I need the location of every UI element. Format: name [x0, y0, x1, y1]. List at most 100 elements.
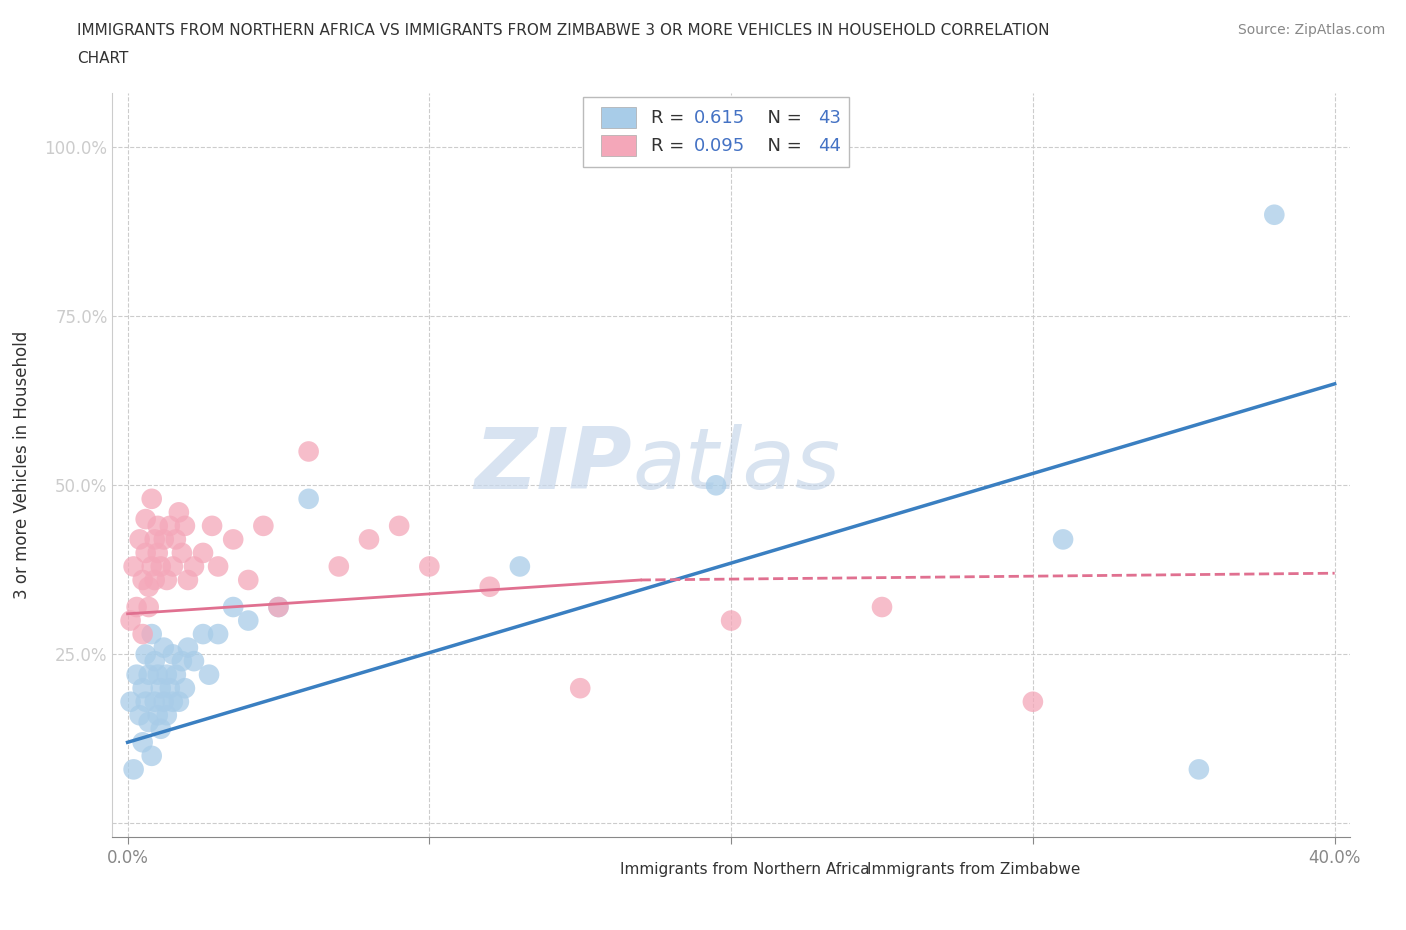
Point [177, 573, 200, 588]
Point [252, 518, 274, 533]
Point [207, 559, 229, 574]
Text: 43: 43 [818, 109, 841, 126]
Point [170, 546, 193, 561]
Point [135, 647, 157, 662]
Point [328, 559, 350, 574]
Point [146, 518, 169, 533]
Text: Source: ZipAtlas.com: Source: ZipAtlas.com [1237, 23, 1385, 37]
Point [720, 613, 742, 628]
Point [159, 681, 181, 696]
Point [162, 647, 184, 662]
Text: Immigrants from Northern Africa: Immigrants from Northern Africa [620, 862, 869, 877]
Point [165, 667, 187, 682]
Point [152, 532, 174, 547]
Point [143, 695, 166, 710]
Point [159, 518, 181, 533]
Point [162, 695, 184, 710]
Point [156, 667, 179, 682]
Point [388, 518, 411, 533]
Point [478, 579, 501, 594]
Point [141, 749, 163, 764]
Text: 0.095: 0.095 [695, 137, 745, 154]
Point [122, 559, 145, 574]
FancyBboxPatch shape [582, 97, 849, 167]
Point [418, 559, 440, 574]
Point [165, 532, 187, 547]
Point [138, 714, 160, 729]
Text: 0.615: 0.615 [695, 109, 745, 126]
Text: 44: 44 [818, 137, 841, 154]
FancyBboxPatch shape [602, 107, 636, 128]
Point [222, 600, 245, 615]
Point [870, 600, 893, 615]
Point [128, 708, 150, 723]
Point [191, 546, 214, 561]
Text: IMMIGRANTS FROM NORTHERN AFRICA VS IMMIGRANTS FROM ZIMBABWE 3 OR MORE VEHICLES I: IMMIGRANTS FROM NORTHERN AFRICA VS IMMIG… [77, 23, 1050, 38]
Point [138, 667, 160, 682]
Text: CHART: CHART [77, 51, 129, 66]
Point [146, 546, 169, 561]
Point [122, 762, 145, 777]
Point [120, 613, 142, 628]
Point [183, 654, 205, 669]
Point [267, 600, 290, 615]
Point [135, 695, 157, 710]
Point [143, 532, 166, 547]
Point [509, 559, 531, 574]
FancyBboxPatch shape [582, 861, 610, 878]
Point [238, 613, 260, 628]
FancyBboxPatch shape [830, 861, 858, 878]
Point [146, 667, 169, 682]
Point [298, 444, 321, 458]
Point [238, 573, 260, 588]
Point [183, 559, 205, 574]
Text: ZIP: ZIP [474, 423, 633, 507]
Point [131, 735, 153, 750]
Point [131, 573, 153, 588]
Point [138, 579, 160, 594]
Point [174, 681, 197, 696]
Point [1052, 532, 1074, 547]
Point [141, 491, 163, 506]
Text: atlas: atlas [633, 423, 841, 507]
Point [135, 512, 157, 526]
Text: R =: R = [651, 109, 690, 126]
Text: R =: R = [651, 137, 690, 154]
Point [177, 640, 200, 655]
Point [298, 491, 321, 506]
Point [1188, 762, 1211, 777]
Point [125, 667, 148, 682]
Point [207, 627, 229, 642]
Point [1022, 695, 1045, 710]
FancyBboxPatch shape [602, 136, 636, 156]
Point [128, 532, 150, 547]
Point [267, 600, 290, 615]
Point [125, 600, 148, 615]
Text: N =: N = [756, 137, 807, 154]
Point [141, 559, 163, 574]
Point [167, 505, 190, 520]
Point [170, 654, 193, 669]
Point [149, 559, 172, 574]
Point [156, 708, 179, 723]
Point [120, 695, 142, 710]
Point [152, 640, 174, 655]
Text: Immigrants from Zimbabwe: Immigrants from Zimbabwe [868, 862, 1081, 877]
Point [201, 518, 224, 533]
Point [167, 695, 190, 710]
Point [149, 722, 172, 737]
Point [152, 695, 174, 710]
Point [222, 532, 245, 547]
Text: N =: N = [756, 109, 807, 126]
Point [131, 681, 153, 696]
Point [198, 667, 221, 682]
Point [146, 708, 169, 723]
Point [162, 559, 184, 574]
Point [143, 573, 166, 588]
Point [191, 627, 214, 642]
Y-axis label: 3 or more Vehicles in Household: 3 or more Vehicles in Household [13, 331, 31, 599]
Point [156, 573, 179, 588]
Point [357, 532, 380, 547]
Point [143, 654, 166, 669]
Point [1263, 207, 1285, 222]
